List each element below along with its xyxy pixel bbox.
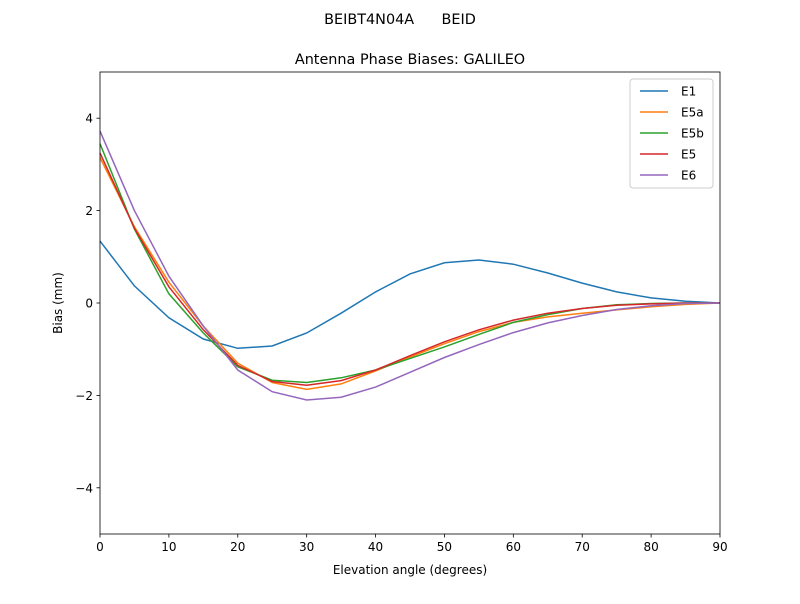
plot-frame — [99, 71, 721, 535]
x-tick-label: 90 — [712, 540, 727, 554]
x-tick-label: 70 — [575, 540, 590, 554]
legend-label-e5b: E5b — [681, 127, 704, 141]
x-tick-label: 10 — [161, 540, 176, 554]
y-tick-label: 2 — [85, 204, 93, 218]
series-line-e5b — [99, 143, 720, 384]
series-line-e1 — [99, 240, 721, 350]
x-axis-label: Elevation angle (degrees) — [333, 563, 487, 577]
x-tick-label: 50 — [437, 540, 452, 554]
x-tick-label: 40 — [368, 540, 383, 554]
legend-label-e6: E6 — [681, 169, 696, 183]
series-line-e6 — [99, 130, 721, 401]
chart-title: Antenna Phase Biases: GALILEO — [295, 52, 525, 68]
y-tick-label: 4 — [85, 112, 93, 126]
x-tick-label: 80 — [643, 540, 658, 554]
x-tick-label: 30 — [299, 540, 314, 554]
chart-suptitle: BEIBT4N04A BEID — [324, 12, 476, 28]
legend-label-e1: E1 — [681, 85, 696, 99]
series-layer — [99, 130, 721, 401]
y-tick-label: 0 — [85, 297, 93, 311]
series-line-e5 — [99, 152, 720, 386]
legend: E1 E5a E5b E5 E6 — [629, 78, 714, 189]
legend-label-e5: E5 — [681, 148, 696, 162]
legend-box — [629, 78, 714, 189]
y-axis: −4 −2 0 2 4 — [75, 112, 100, 495]
y-tick-label: −4 — [75, 481, 93, 495]
y-axis-label: Bias (mm) — [51, 272, 65, 334]
x-tick-label: 20 — [230, 540, 245, 554]
x-tick-label: 60 — [506, 540, 521, 554]
x-tick-label: 0 — [96, 540, 104, 554]
y-tick-label: −2 — [75, 389, 93, 403]
x-axis: 0 10 20 30 40 50 60 70 80 90 — [96, 534, 728, 554]
legend-label-e5a: E5a — [681, 106, 704, 120]
